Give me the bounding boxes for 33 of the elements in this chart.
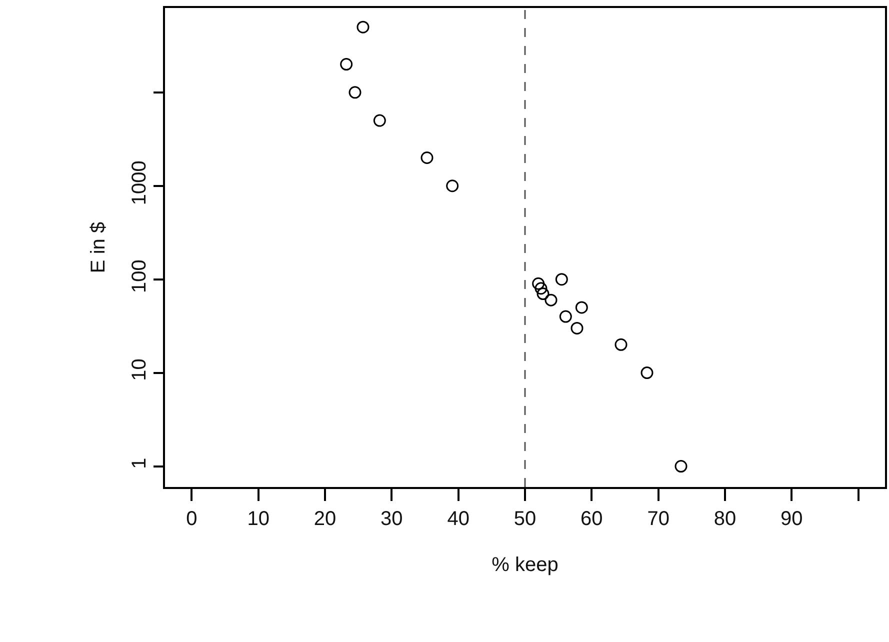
point (544, 294, 558, 306)
y-tick-label: 10 (128, 358, 150, 381)
x-tick-label: 20 (314, 508, 336, 530)
x-tick-label: 70 (647, 508, 670, 530)
point (570, 322, 584, 334)
point (348, 86, 362, 99)
x-tick-label: 80 (714, 508, 736, 530)
y-tick-label: 1 (128, 458, 150, 469)
point (674, 460, 688, 473)
point (536, 288, 550, 300)
x-tick-label: 30 (380, 508, 403, 530)
y-tick-label: 1000 (128, 160, 150, 206)
x-axis-title: % keep (492, 554, 558, 576)
point (575, 301, 588, 314)
point (555, 273, 568, 286)
x-tick-label: 50 (514, 508, 536, 530)
x-tick-label: 0 (186, 508, 198, 530)
x-tick-label: 90 (780, 508, 803, 530)
point (614, 338, 628, 351)
y-tick-label: 100 (128, 260, 150, 294)
point (534, 282, 548, 295)
x-tick-label: 60 (580, 508, 603, 530)
point (420, 151, 434, 164)
x-tick-label: 40 (447, 508, 470, 530)
y-axis-title: E in $ (87, 222, 110, 274)
point (640, 366, 654, 380)
x-tick-label: 10 (247, 508, 270, 530)
point (532, 277, 545, 290)
point (559, 310, 572, 323)
point (373, 114, 386, 127)
point (356, 20, 370, 34)
point (340, 58, 353, 71)
point (446, 180, 459, 192)
